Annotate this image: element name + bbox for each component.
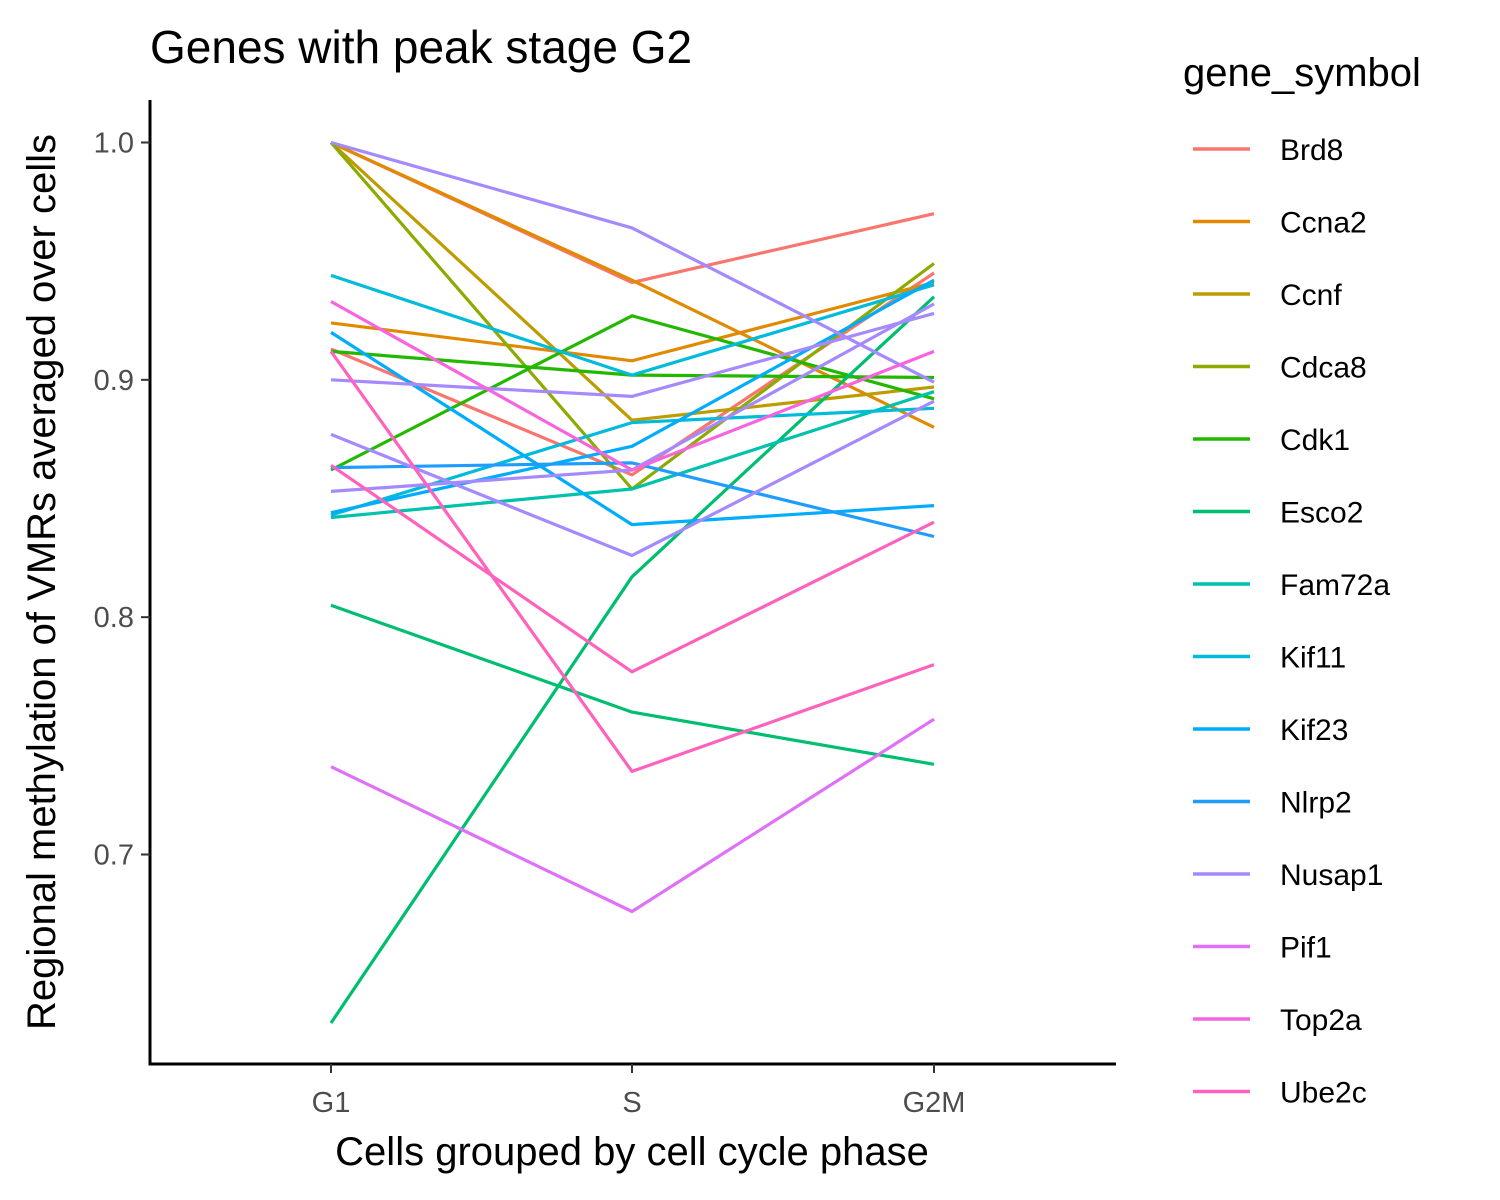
legend-label-kif23: Kif23 (1280, 714, 1348, 747)
legend-title: gene_symbol (1183, 51, 1421, 95)
legend-label-ube2c: Ube2c (1280, 1077, 1367, 1110)
legend: gene_symbol Brd8 Ccna2 Ccnf Cdca8 Cdk1 Esco2 F… (1183, 51, 1421, 1110)
y-tick-label-3: 1.0 (94, 128, 134, 160)
series-line-ccnf-4 (329, 141, 935, 422)
series-line-esco2-9 (330, 603, 935, 766)
chart-title: Genes with peak stage G2 (150, 21, 692, 73)
x-axis-ticks: G1 S G2M (312, 1064, 966, 1119)
legend-label-esco2: Esco2 (1280, 497, 1363, 530)
series-line-nusap1-18 (330, 399, 935, 558)
legend-label-top2a: Top2a (1280, 1004, 1362, 1037)
legend-label-pif1: Pif1 (1280, 932, 1332, 965)
y-axis-ticks: 0.7 0.8 0.9 1.0 (94, 128, 150, 872)
legend-label-nusap1: Nusap1 (1280, 859, 1383, 892)
y-tick-label-0: 0.7 (94, 840, 134, 872)
legend-label-nlrp2: Nlrp2 (1280, 787, 1352, 820)
series-line-kif11-11 (330, 273, 935, 377)
series-line-brd8-0 (330, 141, 935, 285)
series-line-nusap1-16 (330, 140, 935, 384)
series-line-nlrp2-15 (330, 461, 935, 539)
legend-label-ccna2: Ccna2 (1280, 207, 1367, 240)
legend-label-kif11: Kif11 (1280, 642, 1346, 675)
legend-label-cdk1: Cdk1 (1280, 424, 1350, 457)
plot-area (329, 140, 936, 1024)
legend-label-ccnf: Ccnf (1280, 279, 1342, 312)
series-line-esco2-8 (329, 295, 936, 1024)
series-line-top2a-21 (330, 300, 935, 472)
legend-label-brd8: Brd8 (1280, 134, 1343, 167)
legend-label-cdca8: Cdca8 (1280, 352, 1367, 385)
series-line-ube2c-22 (330, 463, 935, 674)
series-line-pif1-20 (330, 717, 935, 914)
legend-label-fam72a: Fam72a (1280, 569, 1390, 602)
series-line-ccna2-3 (330, 280, 935, 363)
x-axis-title: Cells grouped by cell cycle phase (335, 1130, 929, 1174)
y-tick-label-2: 0.9 (94, 365, 134, 397)
y-tick-label-1: 0.8 (94, 602, 134, 634)
x-tick-label-1: S (622, 1087, 641, 1119)
y-axis-title: Regional methylation of VMRs averaged ov… (20, 134, 64, 1030)
series-line-fam72a-10 (330, 390, 935, 520)
x-tick-label-0: G1 (312, 1087, 351, 1119)
series-line-ube2c-23 (329, 350, 935, 774)
x-tick-label-2: G2M (903, 1087, 966, 1119)
series-line-nusap1-17 (330, 311, 935, 398)
series-line-cdk1-6 (330, 314, 935, 472)
